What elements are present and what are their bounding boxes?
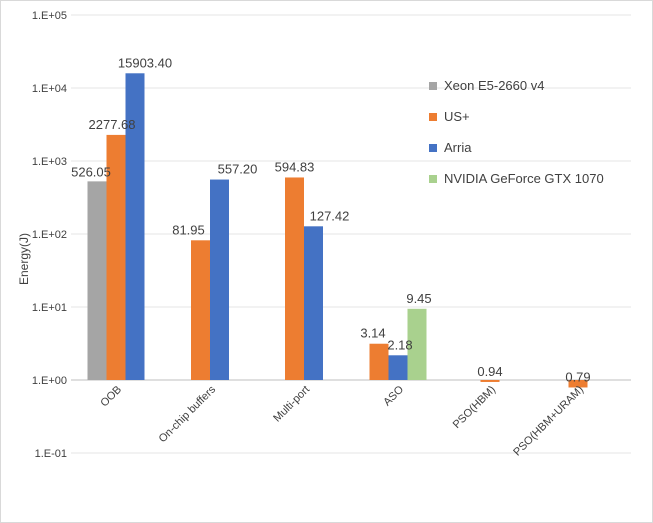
bar-2-1 xyxy=(285,177,304,380)
y-tick-label: 1.E+01 xyxy=(32,302,67,314)
bar-2-2 xyxy=(304,226,323,380)
data-label: 0.94 xyxy=(477,364,502,379)
data-label: 81.95 xyxy=(172,222,205,237)
x-category-label: ASO xyxy=(381,383,406,408)
bar-3-1 xyxy=(369,343,389,380)
data-label: 127.42 xyxy=(310,208,350,223)
x-axis-categories: OOB On-chip buffers Multi-port ASO PSO(HBM) P… xyxy=(98,383,586,458)
x-category-label: PSO(HBM) xyxy=(451,384,498,431)
legend-swatch xyxy=(429,82,437,90)
legend-swatch xyxy=(429,113,437,121)
bar-4-1 xyxy=(480,380,500,382)
bar-1-2 xyxy=(210,179,229,380)
data-label: 557.20 xyxy=(218,162,258,177)
x-category-label: Multi-port xyxy=(271,384,312,425)
legend-entry: Xeon E5-2660 v4 xyxy=(444,78,544,93)
y-tick-label: 1.E+03 xyxy=(32,156,67,168)
data-label: 3.14 xyxy=(360,326,385,341)
bar-0-1 xyxy=(106,134,126,380)
y-axis-ticks: 1.E-01 1.E+00 1.E+01 1.E+02 1.E+03 1.E+04 1.E+… xyxy=(32,10,67,460)
x-category-label: PSO(HBM+URAM) xyxy=(511,384,586,459)
data-label: 0.79 xyxy=(565,369,590,384)
bars xyxy=(87,73,588,388)
data-label: 2277.68 xyxy=(89,117,136,132)
bar-1-1 xyxy=(191,240,210,380)
bar-3-2 xyxy=(388,355,408,380)
legend-entry: NVIDIA GeForce GTX 1070 xyxy=(444,171,604,186)
bar-3-3 xyxy=(407,308,427,380)
legend-entry: Arria xyxy=(444,140,472,155)
bar-0-0 xyxy=(87,181,107,380)
bar-0-2 xyxy=(125,73,145,380)
y-tick-label: 1.E+05 xyxy=(32,10,67,22)
legend-swatch xyxy=(429,175,437,183)
data-label: 2.18 xyxy=(387,337,412,352)
data-labels: 526.05 2277.68 15903.40 81.95 557.20 594.83 12… xyxy=(71,55,591,384)
legend-swatch xyxy=(429,144,437,152)
y-tick-label: 1.E+02 xyxy=(32,229,67,241)
data-label: 594.83 xyxy=(275,159,315,174)
x-category-label: On-chip buffers xyxy=(157,383,219,445)
gridlines xyxy=(71,14,631,454)
y-tick-label: 1.E+00 xyxy=(32,375,67,387)
data-label: 9.45 xyxy=(406,291,431,306)
y-tick-label: 1.E+04 xyxy=(32,83,67,95)
y-axis-title: Energy(J) xyxy=(17,233,31,285)
x-category-label: OOB xyxy=(98,384,124,410)
legend: Xeon E5-2660 v4 US+ Arria NVIDIA GeForce GT… xyxy=(429,78,604,186)
y-tick-label: 1.E-01 xyxy=(35,448,67,460)
data-label: 526.05 xyxy=(71,164,111,179)
data-label: 15903.40 xyxy=(118,55,172,70)
bar-5-1 xyxy=(568,380,588,388)
legend-entry: US+ xyxy=(444,109,470,124)
